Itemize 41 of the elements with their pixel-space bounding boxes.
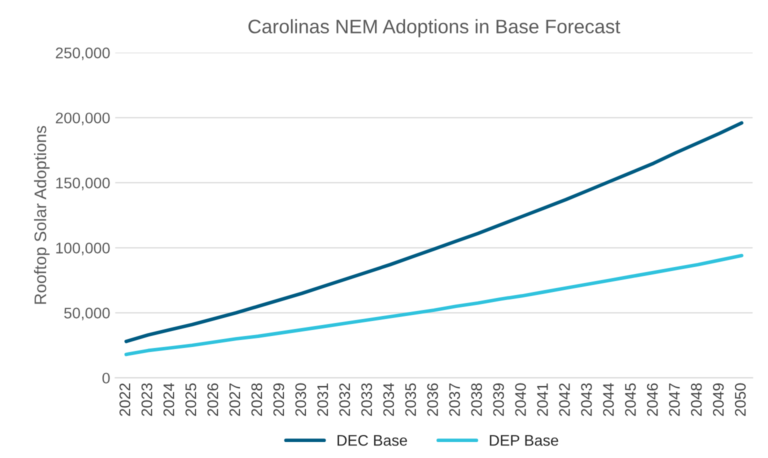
y-tick-label: 200,000	[56, 112, 110, 126]
x-tick-label: 2040	[515, 383, 526, 416]
x-tick-label: 2036	[427, 383, 438, 416]
x-tick-label: 2025	[185, 383, 196, 416]
legend-label: DEC Base	[338, 434, 407, 446]
x-tick-label: 2044	[603, 383, 614, 416]
x-tick-label: 2037	[449, 383, 460, 416]
x-tick-label: 2045	[625, 383, 636, 416]
x-tick-label: 2026	[207, 383, 218, 416]
y-tick-label: 50,000	[64, 308, 110, 320]
x-tick-label: 2023	[141, 383, 152, 416]
x-tick-label: 2030	[295, 383, 306, 416]
x-tick-label: 2033	[361, 383, 372, 416]
x-tick-label: 2043	[581, 383, 592, 416]
x-tick-label: 2039	[493, 383, 504, 416]
x-tick-label: 2048	[690, 383, 702, 416]
y-axis-title: Rooftop Solar Adoptions	[34, 126, 50, 304]
x-tick-label: 2049	[712, 383, 724, 416]
x-tick-label: 2035	[405, 383, 416, 416]
x-tick-label: 2042	[559, 383, 570, 416]
x-tick-label: 2032	[339, 383, 350, 416]
y-tick-label: 0	[102, 372, 110, 384]
x-tick-label: 2047	[668, 383, 680, 416]
x-tick-label: 2024	[163, 383, 174, 416]
y-tick-label: 250,000	[56, 48, 110, 60]
x-tick-label: 2029	[273, 383, 284, 416]
chart-title: Carolinas NEM Adoptions in Base Forecast	[248, 19, 620, 38]
x-tick-label: 2041	[537, 383, 548, 416]
y-tick-label: 100,000	[56, 242, 110, 256]
x-tick-label: 2034	[383, 383, 394, 416]
x-tick-label: 2050	[734, 383, 746, 416]
x-tick-label: 2027	[229, 383, 240, 416]
line-series	[124, 121, 744, 344]
y-tick-label: 150,000	[56, 178, 110, 190]
x-tick-label: 2031	[317, 383, 328, 416]
x-tick-label: 2038	[471, 383, 482, 416]
x-tick-label: 2028	[251, 383, 262, 416]
x-tick-label: 2022	[119, 383, 130, 416]
legend-label: DEP Base	[490, 435, 558, 446]
line-series	[124, 254, 744, 356]
x-tick-label: 2046	[647, 383, 658, 416]
